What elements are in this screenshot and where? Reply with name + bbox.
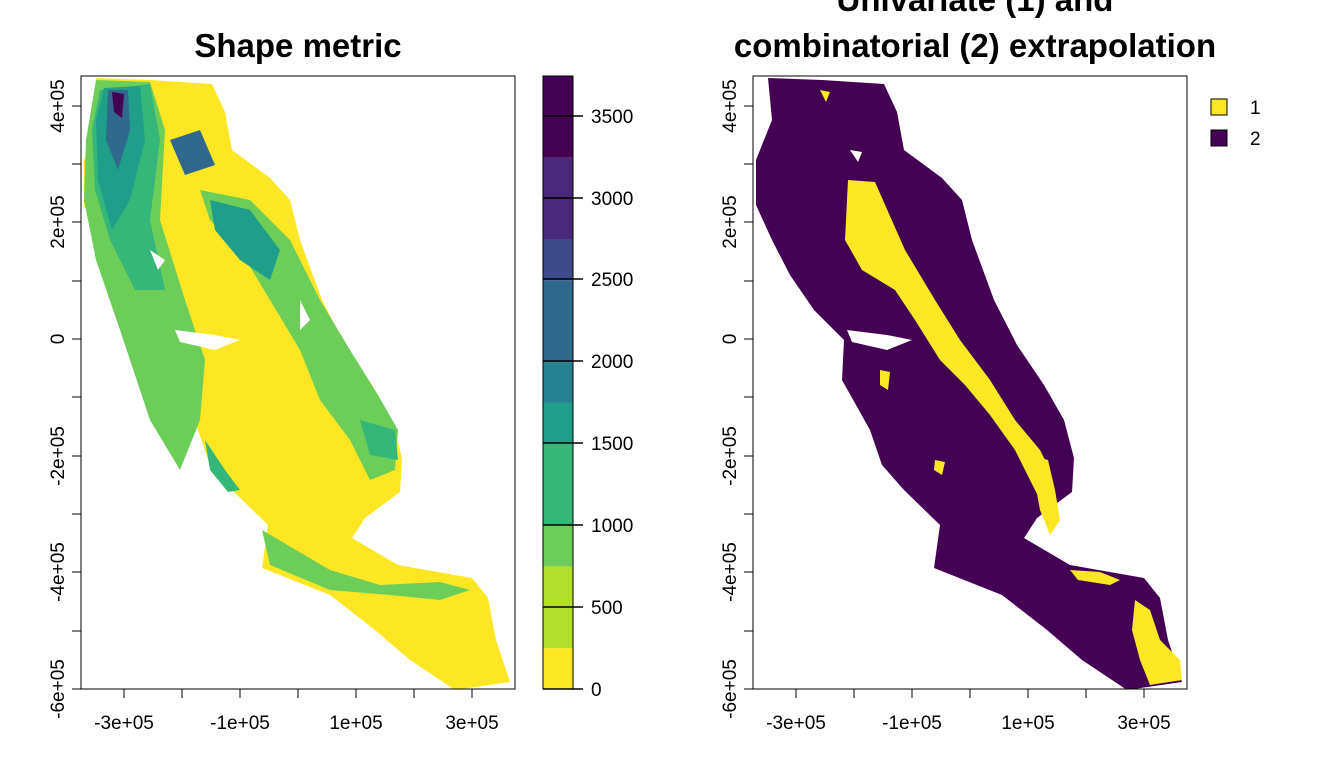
- left-y-tick-label: 0: [48, 334, 69, 345]
- colorbar-bin: [543, 443, 573, 526]
- extrapolation-panel: Univariate (1) and combinatorial (2) ext…: [720, 0, 1261, 734]
- right-x-tick-label: -1e+05: [882, 713, 942, 734]
- left-y-axis: [72, 105, 81, 690]
- legend-label-2: 2: [1250, 129, 1261, 150]
- right-y-tick-label: 0: [720, 334, 741, 345]
- left-y-tick-label: -6e+05: [48, 659, 69, 719]
- left-x-tick-label: 1e+05: [329, 713, 382, 734]
- right-y-tick-label: -2e+05: [720, 426, 741, 486]
- colorbar-bin: [543, 239, 573, 281]
- colorbar-bin: [543, 402, 573, 444]
- colorbar-tick-label: 1000: [591, 516, 633, 537]
- left-y-tick-label: -2e+05: [48, 426, 69, 486]
- colorbar-ticks: [543, 115, 583, 690]
- left-x-tick-label: -3e+05: [94, 713, 154, 734]
- right-x-tick-label: 1e+05: [1001, 713, 1054, 734]
- right-x-tick-label: -3e+05: [766, 713, 826, 734]
- legend-label-1: 1: [1250, 98, 1261, 119]
- left-y-tick-label: 4e+05: [48, 79, 69, 132]
- left-panel-title: Shape metric: [194, 27, 401, 64]
- colorbar-bin: [543, 280, 573, 363]
- legend-swatch-2: [1210, 129, 1228, 147]
- right-y-tick-label: 2e+05: [720, 195, 741, 248]
- legend: 1 2: [1210, 98, 1261, 150]
- left-x-tick-label: 3e+05: [445, 713, 498, 734]
- left-x-tick-label: -1e+05: [210, 713, 270, 734]
- colorbar-tick-label: 1500: [591, 434, 633, 455]
- left-map: [84, 78, 510, 689]
- colorbar-tick-label: 2500: [591, 270, 633, 291]
- left-y-tick-label: 2e+05: [48, 195, 69, 248]
- right-y-axis: [744, 105, 753, 690]
- colorbar-bin: [543, 362, 573, 403]
- right-panel-title-line2: combinatorial (2) extrapolation: [734, 27, 1216, 64]
- colorbar-bin: [543, 76, 573, 158]
- colorbar: 0 500 1000 1500 2000 2500 3000 3500: [542, 75, 633, 701]
- right-x-axis: [795, 689, 1145, 698]
- right-map: [756, 78, 1182, 689]
- colorbar-bin: [543, 648, 573, 689]
- right-panel-title-line1: Univariate (1) and: [837, 0, 1114, 18]
- colorbar-tick-label: 3000: [591, 189, 633, 210]
- left-y-tick-label: -4e+05: [48, 542, 69, 602]
- right-y-tick-label: 4e+05: [720, 79, 741, 132]
- colorbar-tick-label: 500: [591, 598, 623, 619]
- colorbar-tick-label: 2000: [591, 352, 633, 373]
- right-y-tick-label: -6e+05: [720, 659, 741, 719]
- shape-metric-panel: Shape metric: [48, 27, 633, 734]
- colorbar-tick-label: 3500: [591, 107, 633, 128]
- legend-swatch-1: [1210, 98, 1228, 116]
- colorbar-bin: [543, 525, 573, 567]
- right-x-tick-label: 3e+05: [1117, 713, 1170, 734]
- right-y-tick-label: -4e+05: [720, 542, 741, 602]
- colorbar-tick-label: 0: [591, 680, 602, 701]
- left-x-axis: [123, 689, 473, 698]
